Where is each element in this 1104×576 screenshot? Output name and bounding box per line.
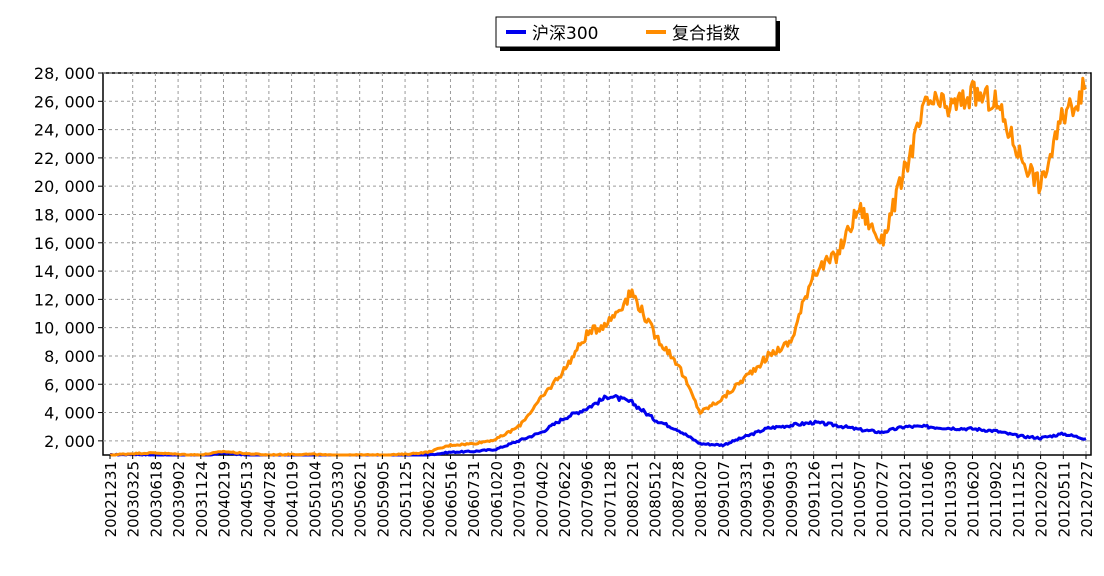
y-tick-label: 14, 000 bbox=[34, 262, 95, 281]
x-tick-label: 20070906 bbox=[579, 461, 597, 537]
x-tick-label: 20111125 bbox=[1010, 461, 1028, 537]
x-tick-label: 20050104 bbox=[306, 461, 324, 537]
x-tick-label: 20050330 bbox=[329, 461, 347, 537]
legend-box bbox=[495, 16, 777, 48]
legend-label-composite: 复合指数 bbox=[672, 24, 740, 44]
legend: 沪深300 复合指数 bbox=[495, 16, 780, 51]
x-tick-label: 20041019 bbox=[284, 461, 302, 537]
legend-label-hs300: 沪深300 bbox=[532, 24, 598, 44]
x-tick-label: 20120220 bbox=[1033, 461, 1051, 537]
x-tick-label: 20090331 bbox=[738, 461, 756, 537]
x-tick-label: 20021231 bbox=[102, 461, 120, 537]
x-tick-label: 20100211 bbox=[828, 461, 846, 537]
x-tick-label: 20090107 bbox=[715, 461, 733, 537]
y-tick-label: 2, 000 bbox=[44, 432, 95, 451]
x-tick-label: 20061020 bbox=[488, 461, 506, 537]
x-tick-label: 20081020 bbox=[692, 461, 710, 537]
x-axis-ticks: 20021231 20030325 20030618 20030902 20031124… bbox=[102, 455, 1096, 537]
x-tick-label: 20040728 bbox=[261, 461, 279, 537]
x-tick-label: 20060516 bbox=[442, 461, 460, 537]
y-tick-label: 16, 000 bbox=[34, 234, 95, 253]
x-tick-label: 20050905 bbox=[374, 461, 392, 537]
series-layer bbox=[109, 76, 1087, 457]
x-tick-label: 20091126 bbox=[806, 461, 824, 537]
x-tick-label: 20070402 bbox=[533, 461, 551, 537]
x-tick-label: 20040513 bbox=[238, 461, 256, 537]
x-tick-label: 20100727 bbox=[874, 461, 892, 537]
x-tick-label: 20090619 bbox=[760, 461, 778, 537]
y-tick-label: 10, 000 bbox=[34, 319, 95, 338]
y-tick-label: 12, 000 bbox=[34, 290, 95, 309]
y-tick-label: 22, 000 bbox=[34, 149, 95, 168]
x-tick-label: 20080221 bbox=[624, 461, 642, 537]
x-tick-label: 20030325 bbox=[125, 461, 143, 537]
x-tick-label: 20110620 bbox=[965, 461, 983, 537]
plot-area bbox=[102, 72, 1092, 456]
x-tick-label: 20070109 bbox=[511, 461, 529, 537]
x-tick-label: 20030902 bbox=[170, 461, 188, 537]
x-tick-label: 20051125 bbox=[397, 461, 415, 537]
x-tick-label: 20060731 bbox=[465, 461, 483, 537]
x-tick-label: 20080728 bbox=[669, 461, 687, 537]
y-tick-label: 24, 000 bbox=[34, 121, 95, 140]
x-tick-label: 20110902 bbox=[987, 461, 1005, 537]
x-tick-label: 20120511 bbox=[1055, 461, 1073, 537]
y-tick-label: 20, 000 bbox=[34, 177, 95, 196]
y-tick-label: 6, 000 bbox=[44, 375, 95, 394]
y-tick-label: 26, 000 bbox=[34, 92, 95, 111]
x-tick-label: 20071128 bbox=[601, 461, 619, 537]
x-tick-label: 20120727 bbox=[1078, 461, 1096, 537]
y-tick-label: 8, 000 bbox=[44, 347, 95, 366]
y-tick-label: 4, 000 bbox=[44, 404, 95, 423]
x-tick-label: 20030618 bbox=[147, 461, 165, 537]
y-tick-label: 18, 000 bbox=[34, 205, 95, 224]
x-tick-label: 20031124 bbox=[193, 461, 211, 537]
x-tick-label: 20101021 bbox=[896, 461, 914, 537]
x-tick-label: 20110106 bbox=[919, 461, 937, 537]
x-tick-label: 20110330 bbox=[942, 461, 960, 537]
x-tick-label: 20060222 bbox=[420, 461, 438, 537]
x-tick-label: 20040219 bbox=[215, 461, 233, 537]
x-tick-label: 20100507 bbox=[851, 461, 869, 537]
y-tick-label: 28, 000 bbox=[34, 64, 95, 83]
x-tick-label: 20070622 bbox=[556, 461, 574, 537]
x-tick-label: 20080512 bbox=[647, 461, 665, 537]
x-tick-label: 20090903 bbox=[783, 461, 801, 537]
x-tick-label: 20050621 bbox=[352, 461, 370, 537]
y-axis-ticks: 2, 000 4, 000 6, 000 8, 000 10, 000 12, 000 14… bbox=[34, 64, 103, 451]
series-line-1 bbox=[109, 76, 1087, 457]
grid bbox=[103, 72, 1091, 455]
